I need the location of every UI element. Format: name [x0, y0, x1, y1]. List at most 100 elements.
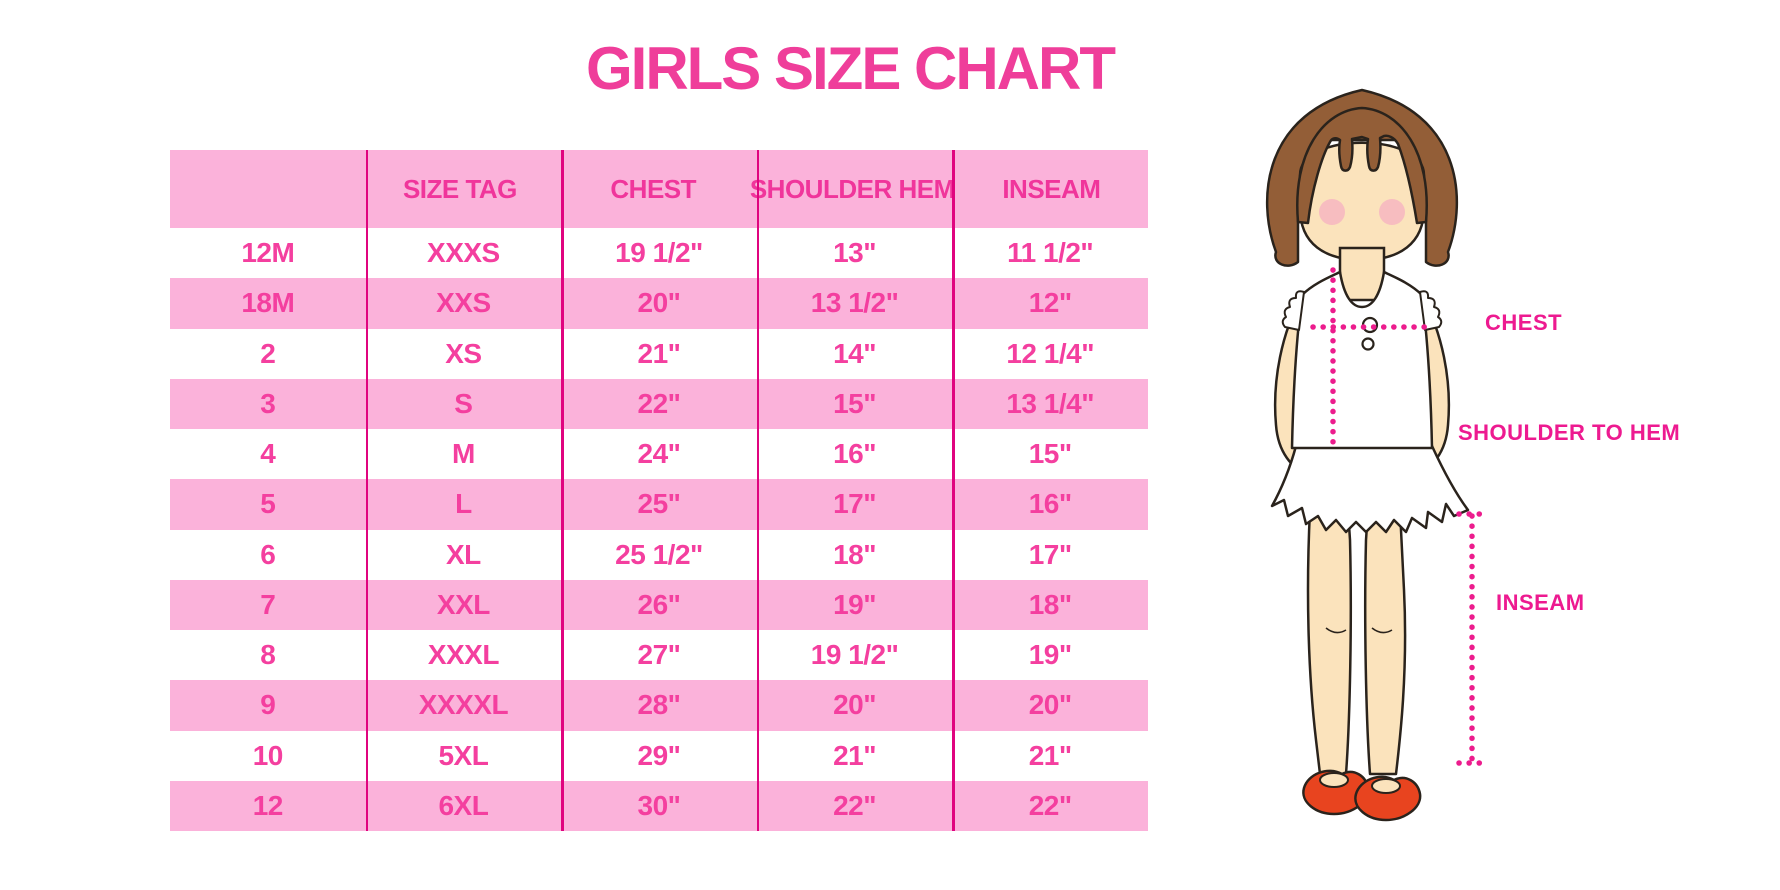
table-cell: 19": [1028, 639, 1072, 671]
shoulder-to-hem-label: SHOULDER TO HEM: [1458, 420, 1681, 445]
table-cell: 20": [833, 689, 877, 721]
table-cell: 21": [833, 739, 877, 771]
table-cell: 16": [1028, 488, 1072, 520]
table-cell: 24": [637, 438, 681, 470]
table-cell: 18M: [241, 287, 295, 319]
table-cell: 17": [1028, 538, 1072, 570]
table-cell: 13": [833, 237, 877, 269]
table-cell: 15": [1028, 438, 1072, 470]
girl-blush-right: [1379, 199, 1405, 225]
table-cell: 28": [637, 689, 681, 721]
table-row: 5 L 25" 17" 16": [170, 479, 1148, 530]
table-cell: 4: [260, 438, 276, 470]
table-cell: XL: [446, 538, 481, 570]
table-cell: 17": [833, 488, 877, 520]
table-cell: 5: [260, 488, 276, 520]
table-cell: 12: [252, 789, 284, 821]
table-cell: 19 1/2": [810, 639, 899, 671]
chest-label: CHEST: [1485, 310, 1563, 335]
table-cell: S: [454, 387, 473, 419]
table-cell: 21": [1028, 739, 1072, 771]
table-cell: 22": [833, 789, 877, 821]
girl-leg-right: [1363, 508, 1407, 776]
girl-blush-left: [1319, 199, 1345, 225]
table-cell: 10: [252, 739, 284, 771]
table-row: 12 6XL 30" 22" 22": [170, 780, 1148, 831]
table-cell: L: [455, 488, 472, 520]
table-cell: 19 1/2": [615, 237, 703, 269]
table-cell: 22": [637, 387, 681, 419]
table-cell: 15": [833, 387, 877, 419]
table-row: 4 M 24" 16" 15": [170, 429, 1148, 480]
table-cell: 12M: [241, 237, 295, 269]
table-cell: XXXL: [427, 639, 500, 671]
table-cell: 6: [260, 538, 276, 570]
table-cell: 2: [260, 337, 276, 369]
table-cell: 11 1/2": [1007, 237, 1094, 269]
table-header-cell: CHEST: [610, 173, 697, 204]
table-cell: XXS: [436, 287, 491, 319]
table-header-cell: [170, 150, 363, 228]
girl-ruffle-left: [1281, 290, 1305, 331]
girl-shoe-left-opening: [1319, 772, 1349, 788]
table-cell: 12": [1028, 287, 1072, 319]
table-cell: M: [451, 438, 475, 470]
table-row: 12M XXXS 19 1/2" 13" 11 1/2": [170, 228, 1148, 279]
table-cell: 7: [260, 588, 276, 620]
table-header-cell: SHOULDER HEM: [749, 173, 955, 204]
page-title: GIRLS SIZE CHART: [585, 35, 1116, 102]
girl-blouse: [1290, 270, 1434, 450]
table-cell: 30": [637, 789, 681, 821]
column-divider: [952, 150, 955, 831]
column-divider: [365, 150, 369, 831]
table-cell: 26": [637, 588, 681, 620]
table-cell: XXXXL: [418, 689, 509, 721]
table-row: 10 5XL 29" 21" 21": [170, 730, 1148, 781]
size-table: SIZE TAG CHEST SHOULDER HEM INSEAM 12M XXXS 1…: [170, 150, 1148, 831]
table-cell: 9: [260, 689, 276, 721]
table-cell: 8: [260, 639, 276, 671]
table-cell: 14": [833, 337, 877, 369]
table-row: 8 XXXL 27" 19 1/2" 19": [170, 630, 1148, 681]
table-cell: 18": [1028, 588, 1072, 620]
table-cell: XXXS: [427, 237, 500, 269]
table-cell: 3: [260, 387, 276, 419]
table-cell: 20": [1028, 689, 1072, 721]
girl-skirt: [1270, 444, 1470, 534]
table-row: 18M XXS 20" 13 1/2" 12": [170, 278, 1148, 329]
column-divider: [561, 150, 564, 831]
girl-leg-left: [1306, 508, 1353, 776]
table-cell: 6XL: [438, 789, 489, 821]
table-header-cell: INSEAM: [1002, 173, 1101, 204]
table-row: 2 XS 21" 14" 12 1/4": [170, 328, 1148, 379]
girl-shoe-right-opening: [1371, 778, 1401, 794]
table-cell: 16": [833, 438, 877, 470]
girl-knee-line-right: [1371, 627, 1393, 634]
girl-knee-line-left: [1325, 627, 1347, 634]
table-row: 3 S 22" 15" 13 1/4": [170, 378, 1148, 429]
table-cell: XXL: [436, 588, 490, 620]
girl-ruffle-right: [1419, 290, 1443, 331]
table-cell: 12 1/4": [1006, 337, 1094, 369]
table-cell: 19": [833, 588, 877, 620]
table-cell: 5XL: [438, 739, 489, 771]
table-cell: XS: [445, 337, 482, 369]
table-cell: 25": [637, 488, 681, 520]
table-cell: 13 1/4": [1006, 387, 1094, 419]
table-cell: 27": [637, 639, 681, 671]
table-cell: 13 1/2": [810, 287, 899, 319]
girl-illustration: [1265, 88, 1490, 822]
table-cell: 29": [637, 739, 681, 771]
table-row: 6 XL 25 1/2" 18" 17": [170, 529, 1148, 580]
table-cell: 22": [1028, 789, 1072, 821]
girl-bangs: [1296, 106, 1428, 225]
table-cell: 18": [833, 538, 877, 570]
girl-button-bottom: [1361, 337, 1375, 351]
table-cell: 21": [637, 337, 681, 369]
table-row: 7 XXL 26" 19" 18": [170, 579, 1148, 630]
inseam-label: INSEAM: [1496, 590, 1585, 615]
table-row: 9 XXXXL 28" 20" 20": [170, 680, 1148, 731]
table-cell: 25 1/2": [615, 538, 703, 570]
table-cell: 20": [637, 287, 681, 319]
